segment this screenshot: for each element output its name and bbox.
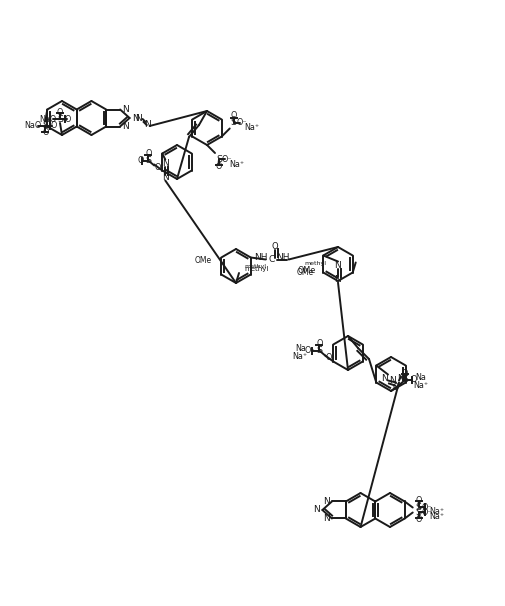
Text: S: S xyxy=(401,376,407,384)
Text: Na: Na xyxy=(294,344,305,353)
Text: S: S xyxy=(42,121,48,130)
Text: O⁻: O⁻ xyxy=(305,346,315,355)
Text: N: N xyxy=(323,514,330,523)
Text: N: N xyxy=(122,105,128,114)
Text: N: N xyxy=(144,119,150,128)
Text: O: O xyxy=(57,107,63,116)
Text: O⁻: O⁻ xyxy=(421,508,431,517)
Text: O: O xyxy=(216,162,222,170)
Text: O: O xyxy=(392,382,398,391)
Text: N: N xyxy=(132,113,139,122)
Text: Na: Na xyxy=(415,373,426,382)
Text: Na⁺: Na⁺ xyxy=(229,159,244,168)
Text: O⁻: O⁻ xyxy=(221,155,232,164)
Text: O: O xyxy=(42,128,48,137)
Text: NH: NH xyxy=(275,253,289,262)
Text: O: O xyxy=(50,121,57,130)
Text: methyl: methyl xyxy=(304,261,326,266)
Text: OMe: OMe xyxy=(296,266,315,275)
Text: O: O xyxy=(145,149,151,158)
Text: S: S xyxy=(415,503,421,512)
Text: NaO: NaO xyxy=(25,121,42,130)
Text: O: O xyxy=(137,156,143,165)
Text: O: O xyxy=(415,496,421,505)
Text: S: S xyxy=(415,508,421,517)
Text: N: N xyxy=(334,275,341,284)
Text: N: N xyxy=(397,374,403,383)
Text: S: S xyxy=(316,346,322,355)
Text: N: N xyxy=(389,376,395,385)
Text: methyl: methyl xyxy=(244,264,266,269)
Text: Na⁺: Na⁺ xyxy=(413,382,428,390)
Text: S: S xyxy=(216,155,222,164)
Text: Na⁺: Na⁺ xyxy=(428,512,443,521)
Text: NaO: NaO xyxy=(39,115,57,124)
Text: N: N xyxy=(323,497,330,506)
Text: O: O xyxy=(324,353,331,362)
Text: Na⁺: Na⁺ xyxy=(428,507,443,516)
Text: S: S xyxy=(230,118,236,127)
Text: N: N xyxy=(162,173,168,182)
Text: O: O xyxy=(154,163,160,172)
Text: O: O xyxy=(401,368,408,378)
Text: OMe: OMe xyxy=(194,256,211,265)
Text: O: O xyxy=(65,115,71,124)
Text: O: O xyxy=(410,376,416,384)
Text: S: S xyxy=(57,115,63,124)
Text: NH: NH xyxy=(254,253,267,262)
Text: O: O xyxy=(415,515,421,524)
Text: O: O xyxy=(230,111,236,120)
Text: O: O xyxy=(271,242,277,251)
Text: N: N xyxy=(381,374,388,383)
Text: C: C xyxy=(268,255,274,264)
Text: O: O xyxy=(316,339,322,348)
Text: methyl: methyl xyxy=(244,267,268,273)
Text: Na⁺: Na⁺ xyxy=(292,352,307,361)
Text: Na⁺: Na⁺ xyxy=(244,123,259,132)
Text: N: N xyxy=(162,159,168,168)
Text: N: N xyxy=(334,261,341,270)
Text: N: N xyxy=(313,505,319,514)
Text: O⁻: O⁻ xyxy=(236,118,246,127)
Text: N: N xyxy=(135,113,142,122)
Text: N: N xyxy=(122,122,128,131)
Text: OMe: OMe xyxy=(295,268,313,277)
Text: S: S xyxy=(145,156,151,165)
Text: O⁻: O⁻ xyxy=(421,503,431,512)
